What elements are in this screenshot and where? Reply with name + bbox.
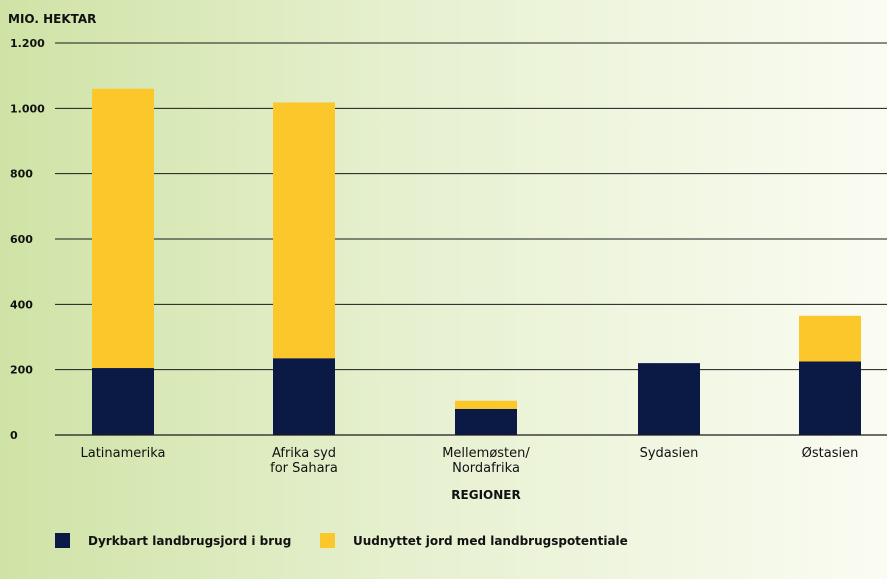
y-tick-label: 400 (10, 298, 33, 311)
bar-uudnyttet-2 (455, 400, 517, 409)
y-tick-label: 800 (10, 168, 33, 181)
y-axis-title: MIO. HEKTAR (8, 12, 96, 26)
x-category-label: Sydasien (640, 446, 699, 461)
y-tick-label: 1.000 (10, 102, 45, 115)
bar-dyrkbart-2 (455, 408, 517, 435)
x-category-label: Afrika syd (272, 446, 336, 461)
legend-swatch-1 (320, 533, 335, 548)
bar-dyrkbart-1 (273, 358, 335, 435)
legend-label-0: Dyrkbart landbrugsjord i brug (88, 534, 291, 548)
legend-label-1: Uudnyttet jord med landbrugspotentiale (353, 534, 628, 548)
bar-uudnyttet-4 (799, 315, 861, 362)
bar-dyrkbart-4 (799, 361, 861, 435)
y-tick-label: 0 (10, 429, 18, 442)
y-tick-label: 200 (10, 364, 33, 377)
bar-uudnyttet-0 (92, 88, 154, 369)
y-tick-label: 600 (10, 233, 33, 246)
y-tick-label: 1.200 (10, 37, 45, 50)
x-category-label: for Sahara (270, 461, 338, 476)
x-category-label: Østasien (802, 446, 859, 461)
bar-dyrkbart-0 (92, 368, 154, 435)
bar-uudnyttet-1 (273, 102, 335, 359)
bar-dyrkbart-3 (638, 363, 700, 435)
x-axis-title: REGIONER (451, 488, 520, 502)
x-category-label: Mellemøsten/ (442, 446, 530, 461)
x-category-label: Latinamerika (80, 446, 165, 461)
x-category-label: Nordafrika (452, 461, 520, 476)
legend-swatch-0 (55, 533, 70, 548)
